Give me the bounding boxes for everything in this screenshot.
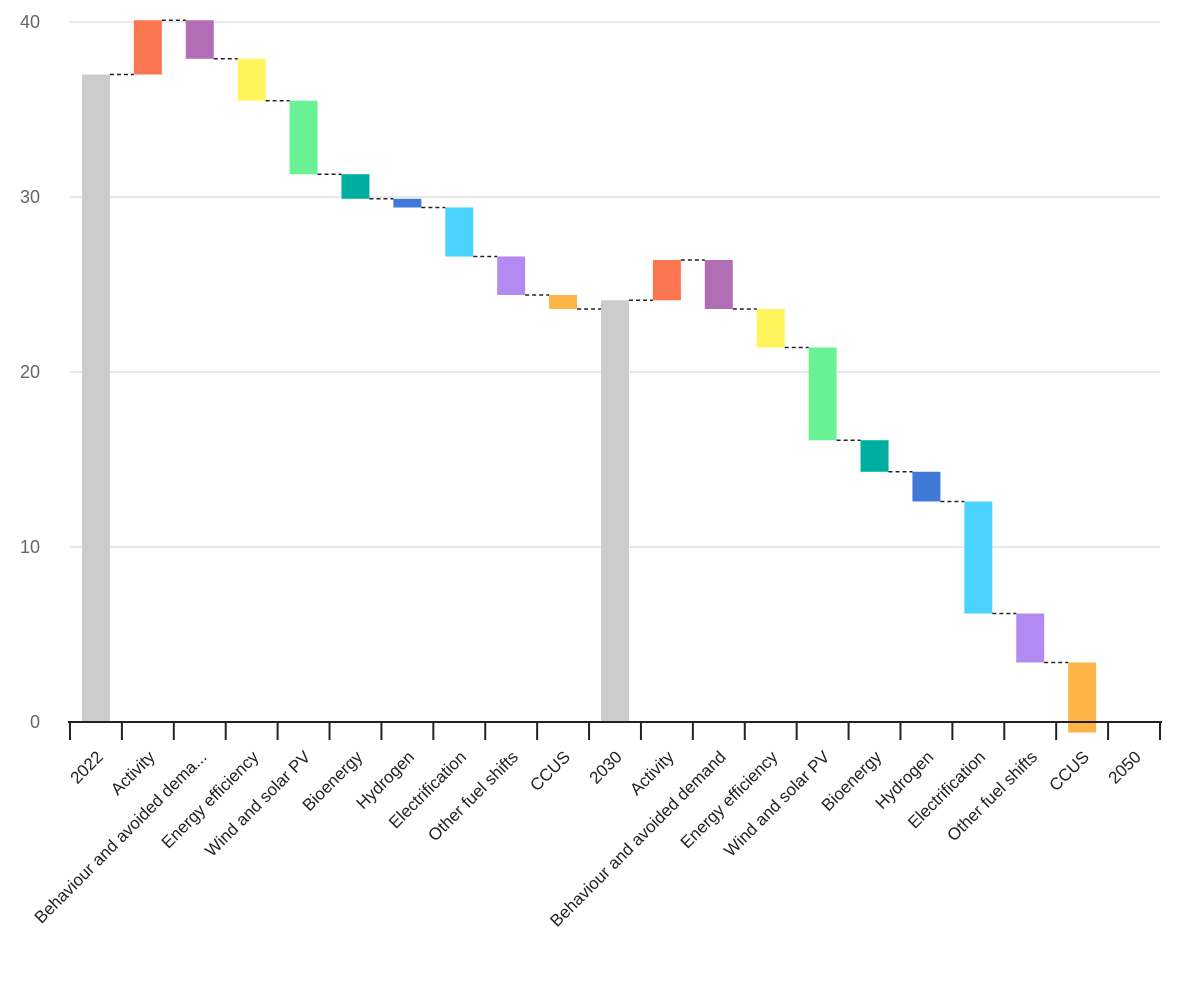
bar-4: [237, 58, 266, 101]
y-tick-label: 40: [20, 12, 40, 32]
x-tick-label: CCUS: [1045, 747, 1092, 794]
connectors: [109, 19, 1069, 664]
bar-13: [704, 260, 733, 309]
bar-15: [808, 347, 837, 441]
bar-6: [341, 174, 370, 199]
bar-16: [860, 440, 889, 472]
y-tick-label: 20: [20, 362, 40, 382]
y-tick-label: 30: [20, 187, 40, 207]
x-tick-label: Other fuel shifts: [424, 747, 522, 845]
x-tick-label: CCUS: [526, 747, 573, 794]
x-tick-label: Activity: [107, 747, 159, 799]
bar-19: [1016, 613, 1045, 663]
x-tick-label: Activity: [626, 747, 678, 799]
x-axis: [68, 721, 1162, 740]
bar-10: [549, 295, 578, 309]
x-tick-label: 2030: [586, 747, 626, 787]
x-tick-label: Other fuel shifts: [943, 747, 1041, 845]
bars: [81, 20, 1097, 733]
y-tick-label: 0: [30, 712, 40, 732]
bar-1: [81, 74, 110, 722]
bar-8: [445, 207, 474, 257]
x-tick-label: 2050: [1105, 747, 1145, 787]
bar-20: [1068, 662, 1097, 733]
bar-11: [601, 300, 629, 722]
bar-12: [652, 260, 681, 301]
y-axis-ticks: 0 10 20 30 40: [20, 12, 40, 732]
bar-17: [912, 471, 941, 502]
bar-14: [756, 309, 785, 348]
x-tick-label: 2022: [67, 747, 107, 787]
y-tick-label: 10: [20, 537, 40, 557]
bar-5: [289, 100, 318, 175]
bar-9: [497, 256, 526, 295]
bar-7: [393, 198, 422, 208]
bar-3: [185, 20, 214, 59]
bar-2: [133, 20, 162, 75]
x-tick-label: Energy efficiency: [158, 747, 263, 852]
x-tick-label: Energy efficiency: [677, 747, 782, 852]
bar-18: [964, 501, 993, 614]
